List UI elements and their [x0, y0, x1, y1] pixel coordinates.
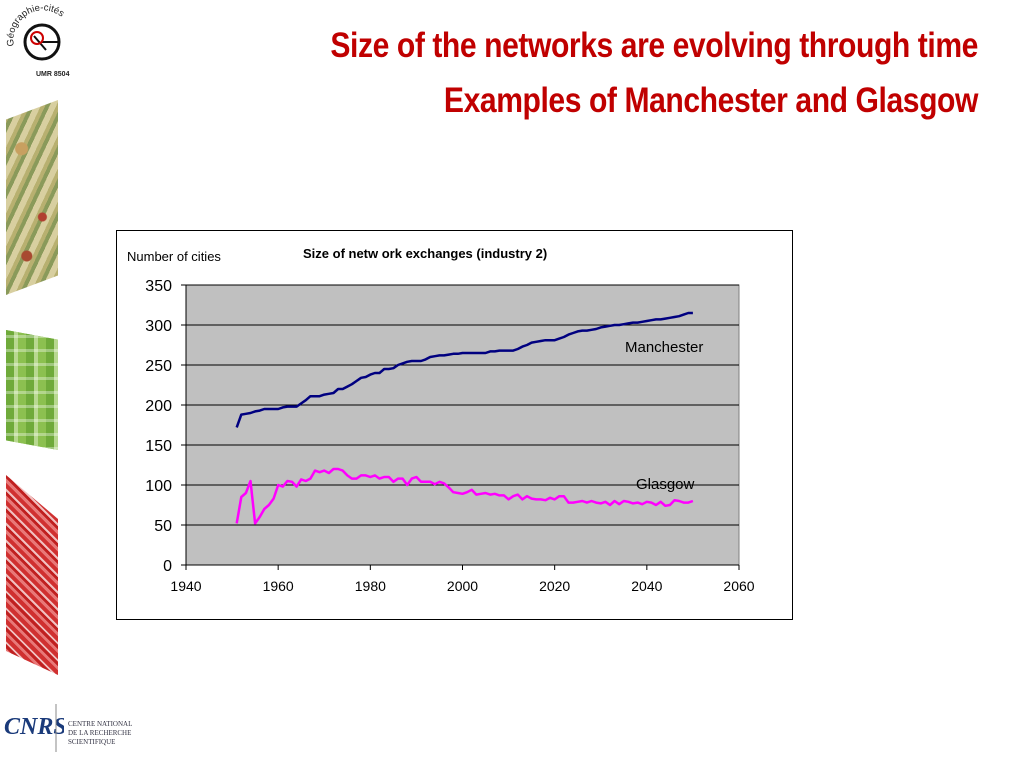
x-tick-label: 2000: [447, 578, 478, 594]
map-image-strip-1: [6, 100, 58, 295]
plot-area: [185, 284, 740, 566]
series-label-glasgow: Glasgow: [636, 476, 695, 493]
y-tick-label: 150: [145, 438, 172, 455]
series-label-manchester: Manchester: [625, 339, 703, 356]
slide-title-line-2: Examples of Manchester and Glasgow: [443, 81, 978, 120]
y-tick-label: 100: [145, 478, 172, 495]
x-tick-label: 2060: [723, 578, 754, 594]
chart-title: Size of netw ork exchanges (industry 2): [303, 246, 547, 261]
logo-umr-text: UMR 8504: [36, 71, 70, 78]
chart-frame: 0 50 100 150 200 250 300 350 1940 1960 1980 2000 202…: [116, 230, 793, 620]
satellite-image-strip-3: [6, 475, 58, 675]
y-tick-label: 0: [163, 558, 172, 575]
line-chart: 0 50 100 150 200 250 300 350 1940 1960 1980 2000 202…: [127, 246, 755, 594]
cnrs-name-line1: CENTRE NATIONAL: [68, 720, 133, 728]
series-line-glasgow: [235, 467, 694, 525]
y-tick-label: 50: [154, 518, 172, 535]
x-tick-label: 1980: [355, 578, 386, 594]
y-axis-label: Number of cities: [127, 249, 221, 264]
geographie-cites-logo: Géographie-cités UMR 8504: [5, 2, 70, 78]
satellite-image-strip-2: [6, 330, 58, 450]
cnrs-name-line2: DE LA RECHERCHE: [68, 729, 132, 737]
y-tick-label: 350: [145, 278, 172, 295]
logo-arc-text: Géographie-cités: [5, 2, 66, 46]
x-tick-label: 2020: [539, 578, 570, 594]
cnrs-name: CENTRE NATIONAL DE LA RECHERCHE SCIENTIF…: [68, 720, 132, 747]
y-tick-label: 250: [145, 358, 172, 375]
y-tick-label: 200: [145, 398, 172, 415]
series-line-manchester: [235, 311, 693, 428]
x-tick-label: 2040: [631, 578, 662, 594]
cnrs-name-line3: SCIENTIFIQUE: [68, 738, 116, 746]
y-tick-label: 300: [145, 318, 172, 335]
cnrs-logo: CNRS CENTRE NATIONAL DE LA RECHERCHE SCI…: [2, 700, 142, 760]
x-tick-label: 1960: [263, 578, 294, 594]
x-tick-label: 1940: [170, 578, 201, 594]
slide-title-line-1: Size of the networks are evolving throug…: [330, 26, 978, 65]
sidebar: Géographie-cités UMR 8504 CNRS CENTRE NA…: [0, 0, 150, 768]
cnrs-emblem: CNRS: [4, 704, 64, 752]
cnrs-acronym: CNRS: [4, 714, 64, 740]
